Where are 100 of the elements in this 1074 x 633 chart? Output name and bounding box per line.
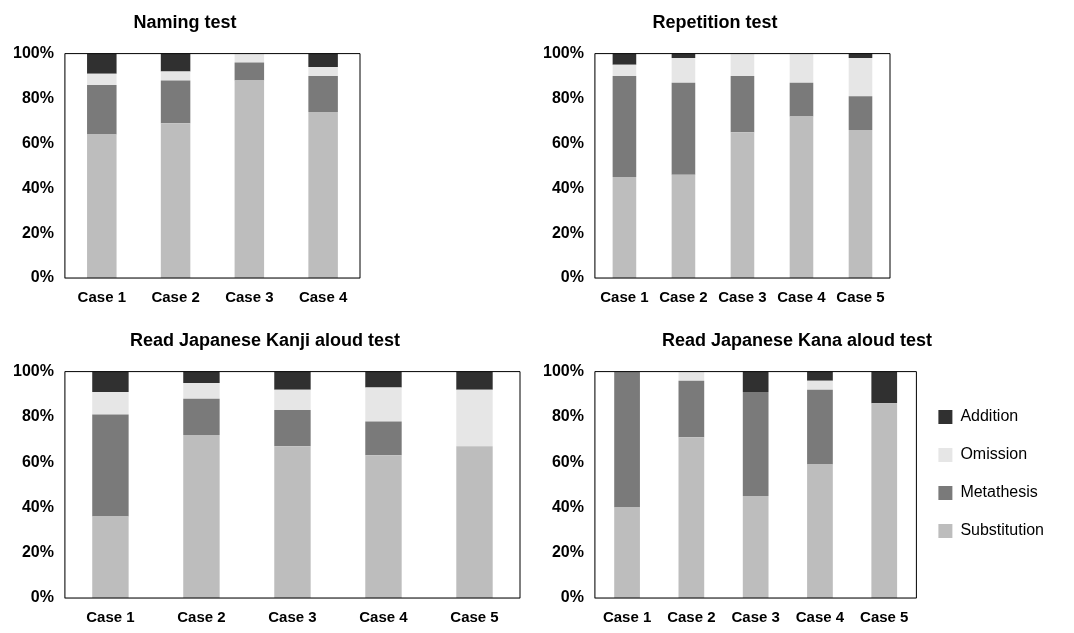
legend-label: Substitution	[960, 521, 1044, 539]
y-tick-label: 80%	[551, 407, 584, 425]
bar	[365, 455, 402, 598]
y-tick-label: 40%	[551, 178, 584, 196]
y-tick-label: 40%	[551, 497, 584, 515]
bar	[274, 410, 311, 447]
bar	[848, 96, 873, 130]
bar	[92, 391, 129, 415]
bar	[612, 53, 637, 65]
y-tick-label: 20%	[551, 223, 584, 241]
bar	[807, 380, 833, 390]
bar	[742, 371, 769, 392]
x-tick-label: Case 5	[860, 608, 909, 626]
x-tick-label: Case 5	[450, 608, 499, 626]
bar	[807, 371, 833, 381]
y-tick-label: 100%	[13, 362, 54, 380]
bar	[308, 53, 338, 68]
y-tick-label: 100%	[543, 362, 584, 380]
x-tick-label: Case 4	[359, 608, 409, 626]
y-tick-label: 80%	[21, 407, 54, 425]
legend-label: Metathesis	[960, 483, 1038, 501]
x-tick-label: Case 2	[659, 288, 708, 306]
bar	[183, 398, 220, 435]
bar	[730, 76, 755, 133]
x-tick-label: Case 1	[86, 608, 135, 626]
bar	[789, 82, 814, 117]
bar	[160, 123, 191, 278]
bar	[308, 76, 338, 112]
bar	[807, 464, 833, 598]
bar	[612, 64, 637, 77]
y-tick-label: 80%	[21, 88, 54, 106]
bar	[848, 129, 873, 278]
bar	[183, 382, 220, 399]
y-tick-label: 60%	[21, 133, 54, 151]
bar	[456, 371, 493, 390]
bar	[671, 174, 696, 278]
bar	[848, 58, 873, 97]
bar	[730, 53, 755, 77]
bar	[612, 76, 637, 178]
x-tick-label: Case 1	[600, 288, 649, 306]
bar	[234, 62, 265, 81]
bar	[678, 380, 705, 438]
bar	[678, 437, 705, 598]
y-tick-label: 20%	[21, 223, 54, 241]
bar	[678, 371, 705, 381]
bar	[365, 371, 402, 388]
y-tick-label: 0%	[30, 268, 54, 286]
bar	[87, 73, 117, 86]
bar	[789, 53, 814, 83]
bar	[274, 446, 311, 598]
x-tick-label: Case 1	[602, 608, 652, 626]
y-tick-label: 0%	[30, 588, 54, 606]
y-tick-label: 100%	[543, 44, 584, 62]
bar	[871, 403, 898, 598]
x-tick-label: Case 3	[718, 288, 767, 306]
bar	[671, 82, 696, 175]
bar	[274, 389, 311, 411]
bar	[871, 371, 898, 404]
x-tick-label: Case 2	[177, 608, 226, 626]
y-tick-label: 60%	[551, 452, 584, 470]
bar	[234, 80, 265, 278]
x-tick-label: Case 4	[298, 288, 348, 306]
bar	[365, 421, 402, 456]
bar	[807, 389, 833, 465]
chart-title: Read Japanese Kana aloud test	[661, 329, 933, 350]
x-tick-label: Case 3	[268, 608, 317, 626]
bar	[742, 496, 769, 598]
bar	[274, 371, 311, 390]
x-tick-label: Case 3	[731, 608, 780, 626]
bar	[160, 53, 191, 72]
bar	[456, 389, 493, 447]
chart-title: Repetition test	[652, 11, 778, 32]
y-tick-label: 100%	[13, 44, 54, 62]
bar	[308, 111, 338, 278]
bar	[365, 387, 402, 422]
y-tick-label: 20%	[21, 543, 54, 561]
bar	[671, 58, 696, 83]
bar	[614, 507, 640, 598]
x-tick-label: Case 4	[777, 288, 827, 306]
bar	[614, 371, 640, 508]
bar	[160, 80, 191, 124]
bar	[456, 446, 493, 598]
bar	[308, 67, 338, 77]
x-tick-label: Case 1	[77, 288, 126, 306]
y-tick-label: 40%	[21, 178, 54, 196]
legend-label: Omission	[960, 445, 1028, 463]
chart-title: Naming test	[133, 11, 237, 32]
bar	[742, 391, 769, 497]
bar	[92, 414, 129, 517]
legend-label: Addition	[960, 407, 1019, 425]
bar	[789, 116, 814, 278]
y-tick-label: 0%	[560, 268, 584, 286]
bar	[160, 71, 191, 81]
x-tick-label: Case 4	[795, 608, 845, 626]
bar	[87, 134, 117, 278]
chart-title: Read Japanese Kanji aloud test	[129, 329, 401, 350]
x-tick-label: Case 5	[836, 288, 885, 306]
bar	[92, 371, 129, 392]
bar	[183, 434, 220, 598]
y-tick-label: 60%	[21, 452, 54, 470]
